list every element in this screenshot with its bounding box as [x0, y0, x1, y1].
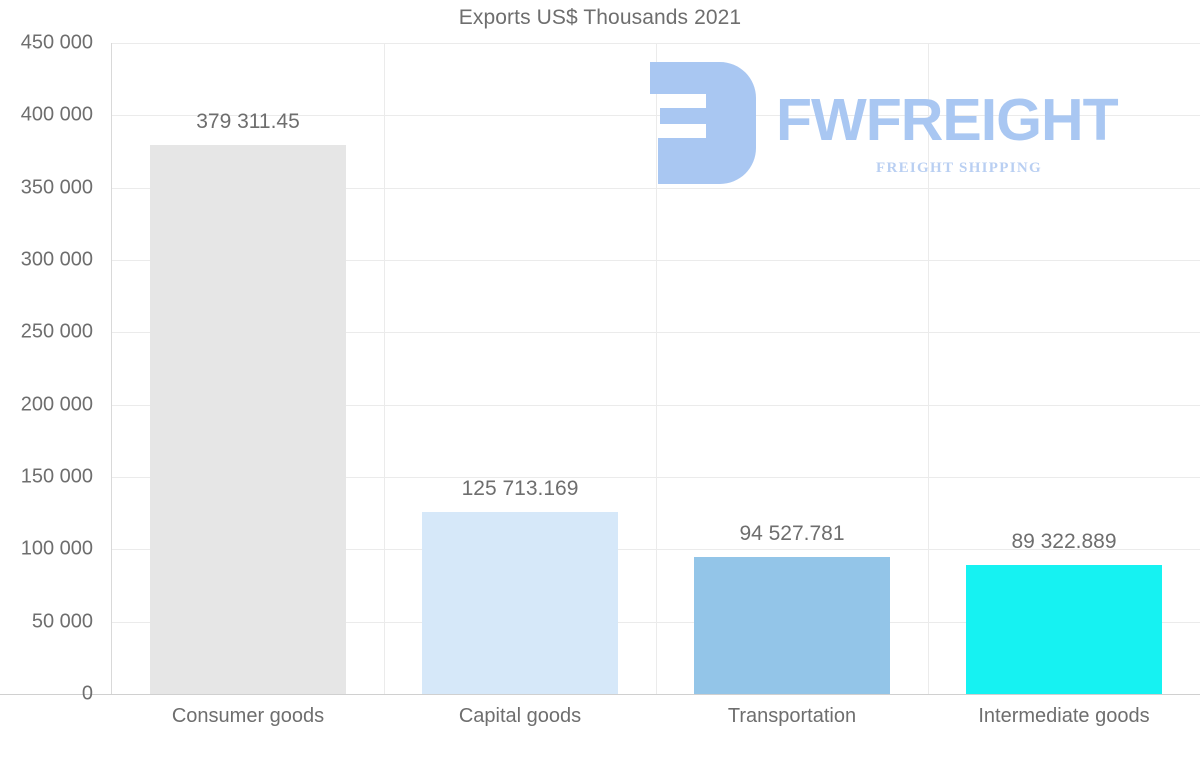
x-axis-tick-label: Capital goods	[458, 705, 582, 727]
bar-value-label: 94 527.781	[739, 522, 845, 546]
gridline-vertical	[928, 43, 929, 694]
y-axis-tick-label: 450 000	[20, 31, 93, 54]
bar[interactable]	[422, 512, 618, 694]
x-axis-tick-label: Consumer goods	[171, 705, 325, 727]
y-axis-tick-label: 50 000	[31, 610, 93, 633]
y-axis-tick-label: 300 000	[20, 248, 93, 271]
y-axis-tick-label: 100 000	[20, 537, 93, 560]
gridline-vertical	[384, 43, 385, 694]
bar[interactable]	[966, 564, 1162, 694]
bar-value-label: 125 713.169	[461, 477, 579, 501]
y-axis-tick-label: 350 000	[20, 176, 93, 199]
y-axis-tick-label: 150 000	[20, 465, 93, 488]
bar[interactable]	[150, 145, 346, 694]
bar-value-label: 379 311.45	[196, 110, 300, 134]
x-axis-tick-label: Transportation	[727, 705, 857, 727]
x-axis-line	[0, 694, 1200, 695]
y-axis-tick-label: 250 000	[20, 320, 93, 343]
x-axis-tick-label: Intermediate goods	[978, 705, 1150, 727]
chart-title: Exports US$ Thousands 2021	[458, 6, 742, 29]
y-axis-tick-label: 200 000	[20, 393, 93, 416]
plot-area	[112, 43, 1200, 695]
gridline-vertical	[656, 43, 657, 694]
y-axis-tick-label: 0	[81, 682, 93, 705]
bar[interactable]	[694, 557, 890, 694]
y-axis-tick-label: 400 000	[20, 103, 93, 126]
y-axis-line	[111, 43, 112, 695]
bar-value-label: 89 322.889	[1011, 529, 1117, 553]
